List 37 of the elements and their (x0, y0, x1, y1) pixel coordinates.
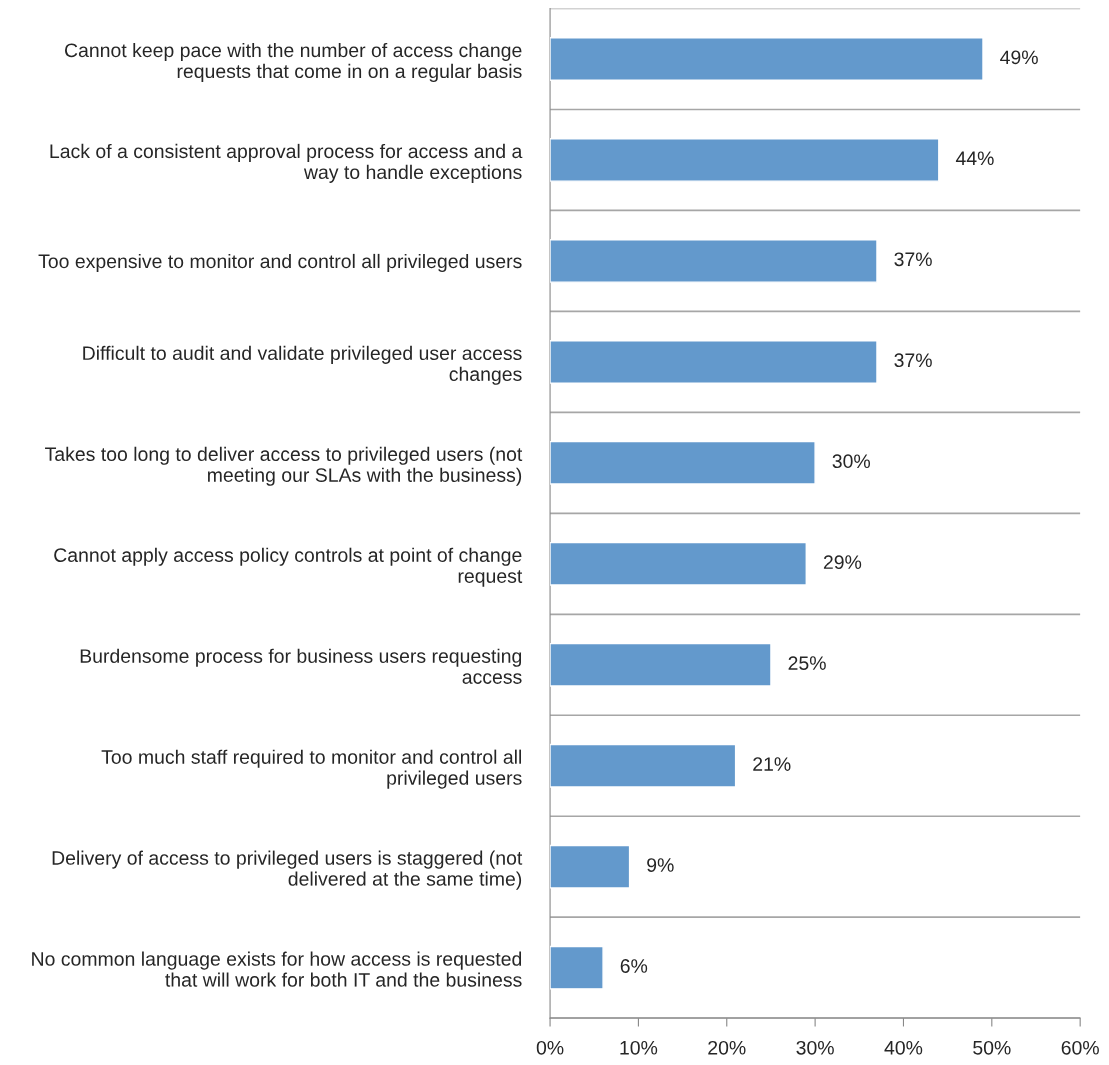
y-tick-label: Difficult to audit and validate privileged user access changes (83, 345, 522, 385)
bar (550, 440, 816, 485)
y-tick-label: No common language exists for how access is requested that will work for both IT and the business (32, 951, 522, 987)
data-label: 30% (832, 454, 871, 469)
x-tick-label: 60% (1061, 1040, 1099, 1055)
y-tick-label: Too much staff required to monitor and control all privileged users (101, 749, 522, 789)
bar (550, 37, 984, 81)
data-label: 37% (894, 252, 932, 267)
bar (550, 844, 631, 889)
data-label: 44% (955, 151, 994, 166)
x-tick-label: 50% (973, 1040, 1011, 1055)
data-label: 29% (823, 555, 862, 570)
x-tick-label: 40% (884, 1040, 923, 1055)
data-label: 25% (788, 656, 826, 670)
bar (550, 945, 604, 990)
y-tick-label: Cannot apply access policy controls at point of change request (54, 547, 523, 587)
data-label: 21% (753, 757, 791, 771)
bar (550, 743, 737, 788)
data-label: 37% (894, 353, 932, 368)
y-tick-label: Lack of a consistent approval process for access and a way to handle exceptions (50, 143, 523, 183)
data-label: 9% (647, 858, 674, 872)
y-tick-label: Cannot keep pace with the number of access change requests that come in on a regular basis (65, 42, 522, 82)
x-tick-label: 20% (708, 1040, 746, 1055)
data-label: 6% (620, 959, 648, 973)
x-tick-label: 0% (536, 1040, 564, 1055)
bar (550, 339, 878, 384)
data-label: 49% (1000, 50, 1038, 65)
bar (550, 541, 807, 586)
bar (550, 642, 772, 687)
bar (550, 138, 940, 182)
x-tick-label: 30% (796, 1040, 834, 1055)
y-tick-label: Takes too long to deliver access to privileged users (not meeting our SLAs with the business) (45, 446, 523, 486)
x-tick-label: 10% (620, 1040, 658, 1055)
bar (550, 239, 878, 283)
y-tick-label: Delivery of access to privileged users is staggered (not delivered at the same time) (52, 850, 523, 890)
y-tick-label: Too expensive to monitor and control all privileged users (38, 253, 522, 273)
y-tick-label: Burdensome process for business users requesting access (80, 648, 522, 684)
